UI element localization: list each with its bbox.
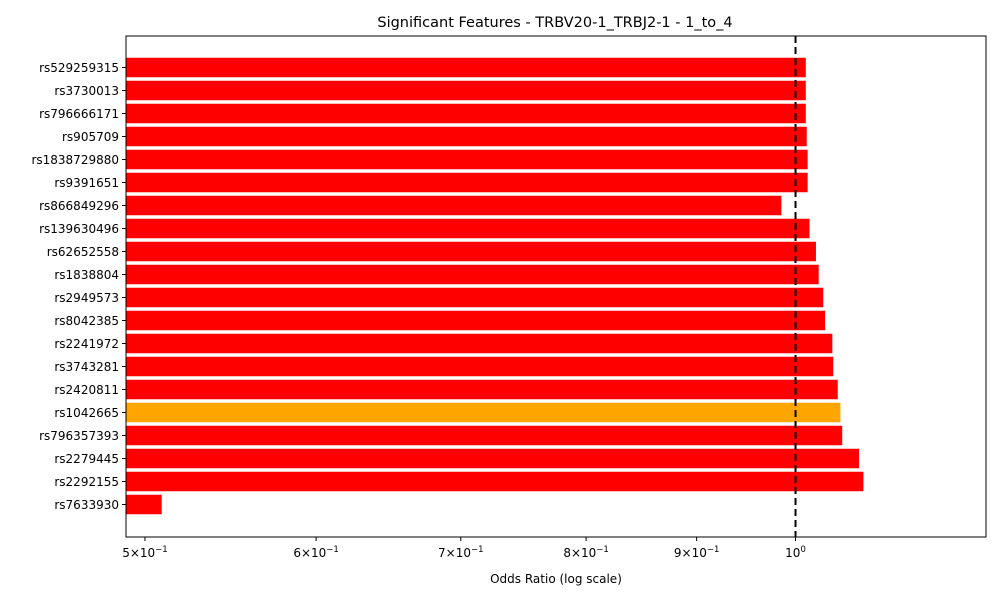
y-tick-label: rs866849296 <box>39 199 119 213</box>
y-tick-label: rs2420811 <box>54 383 119 397</box>
bar-rs62652558 <box>126 241 816 262</box>
x-ticks: 5×10−1 6×10−1 7×10−1 8×10−1 9×10−1 100 <box>122 537 806 560</box>
y-tick-label: rs8042385 <box>54 314 119 328</box>
bar-rs139630496 <box>126 218 810 239</box>
bar-rs796666171 <box>126 103 806 124</box>
y-tick-label: rs2241972 <box>54 337 119 351</box>
y-tick-label: rs2279445 <box>54 452 119 466</box>
bar-rs2949573 <box>126 287 824 308</box>
x-tick-label: 5×10−1 <box>122 545 168 560</box>
y-tick-label: rs529259315 <box>39 61 119 75</box>
x-axis-label: Odds Ratio (log scale) <box>490 572 622 586</box>
y-tick-labels: rs529259315 rs3730013 rs796666171 rs905709 r… <box>31 61 126 512</box>
bar-rs1042665 <box>126 402 841 423</box>
bar-rs3730013 <box>126 80 806 101</box>
bar-rs8042385 <box>126 310 826 331</box>
y-tick-label: rs796357393 <box>39 429 119 443</box>
bar-rs3743281 <box>126 356 834 377</box>
x-tick-label: 100 <box>785 545 806 560</box>
y-tick-label: rs1042665 <box>54 406 119 420</box>
x-tick-label: 7×10−1 <box>438 545 484 560</box>
bar-rs1838729880 <box>126 149 808 170</box>
y-tick-label: rs139630496 <box>39 222 119 236</box>
bar-rs2279445 <box>126 448 860 469</box>
bar-rs866849296 <box>126 195 782 216</box>
x-tick-label: 8×10−1 <box>563 545 609 560</box>
bar-rs796357393 <box>126 425 843 446</box>
y-tick-label: rs2949573 <box>54 291 119 305</box>
bar-rs1838804 <box>126 264 819 285</box>
y-tick-label: rs2292155 <box>54 475 119 489</box>
bar-rs529259315 <box>126 57 806 78</box>
y-tick-label: rs1838804 <box>54 268 119 282</box>
bar-rs2292155 <box>126 471 864 492</box>
y-tick-label: rs7633930 <box>54 498 119 512</box>
y-tick-label: rs905709 <box>62 130 119 144</box>
bars-group <box>126 57 864 515</box>
bar-rs905709 <box>126 126 807 147</box>
plot-frame <box>125 35 987 538</box>
y-tick-label: rs796666171 <box>39 107 119 121</box>
y-tick-label: rs3743281 <box>54 360 119 374</box>
y-tick-label: rs9391651 <box>54 176 119 190</box>
chart-title: Significant Features - TRBV20-1_TRBJ2-1 … <box>377 15 732 31</box>
x-tick-label: 9×10−1 <box>674 545 720 560</box>
bar-rs7633930 <box>126 494 162 515</box>
bar-rs9391651 <box>126 172 808 193</box>
y-tick-label: rs3730013 <box>54 84 119 98</box>
y-tick-label: rs62652558 <box>47 245 119 259</box>
bar-rs2241972 <box>126 333 833 354</box>
bar-rs2420811 <box>126 379 838 400</box>
y-tick-label: rs1838729880 <box>31 153 119 167</box>
x-tick-label: 6×10−1 <box>293 545 339 560</box>
